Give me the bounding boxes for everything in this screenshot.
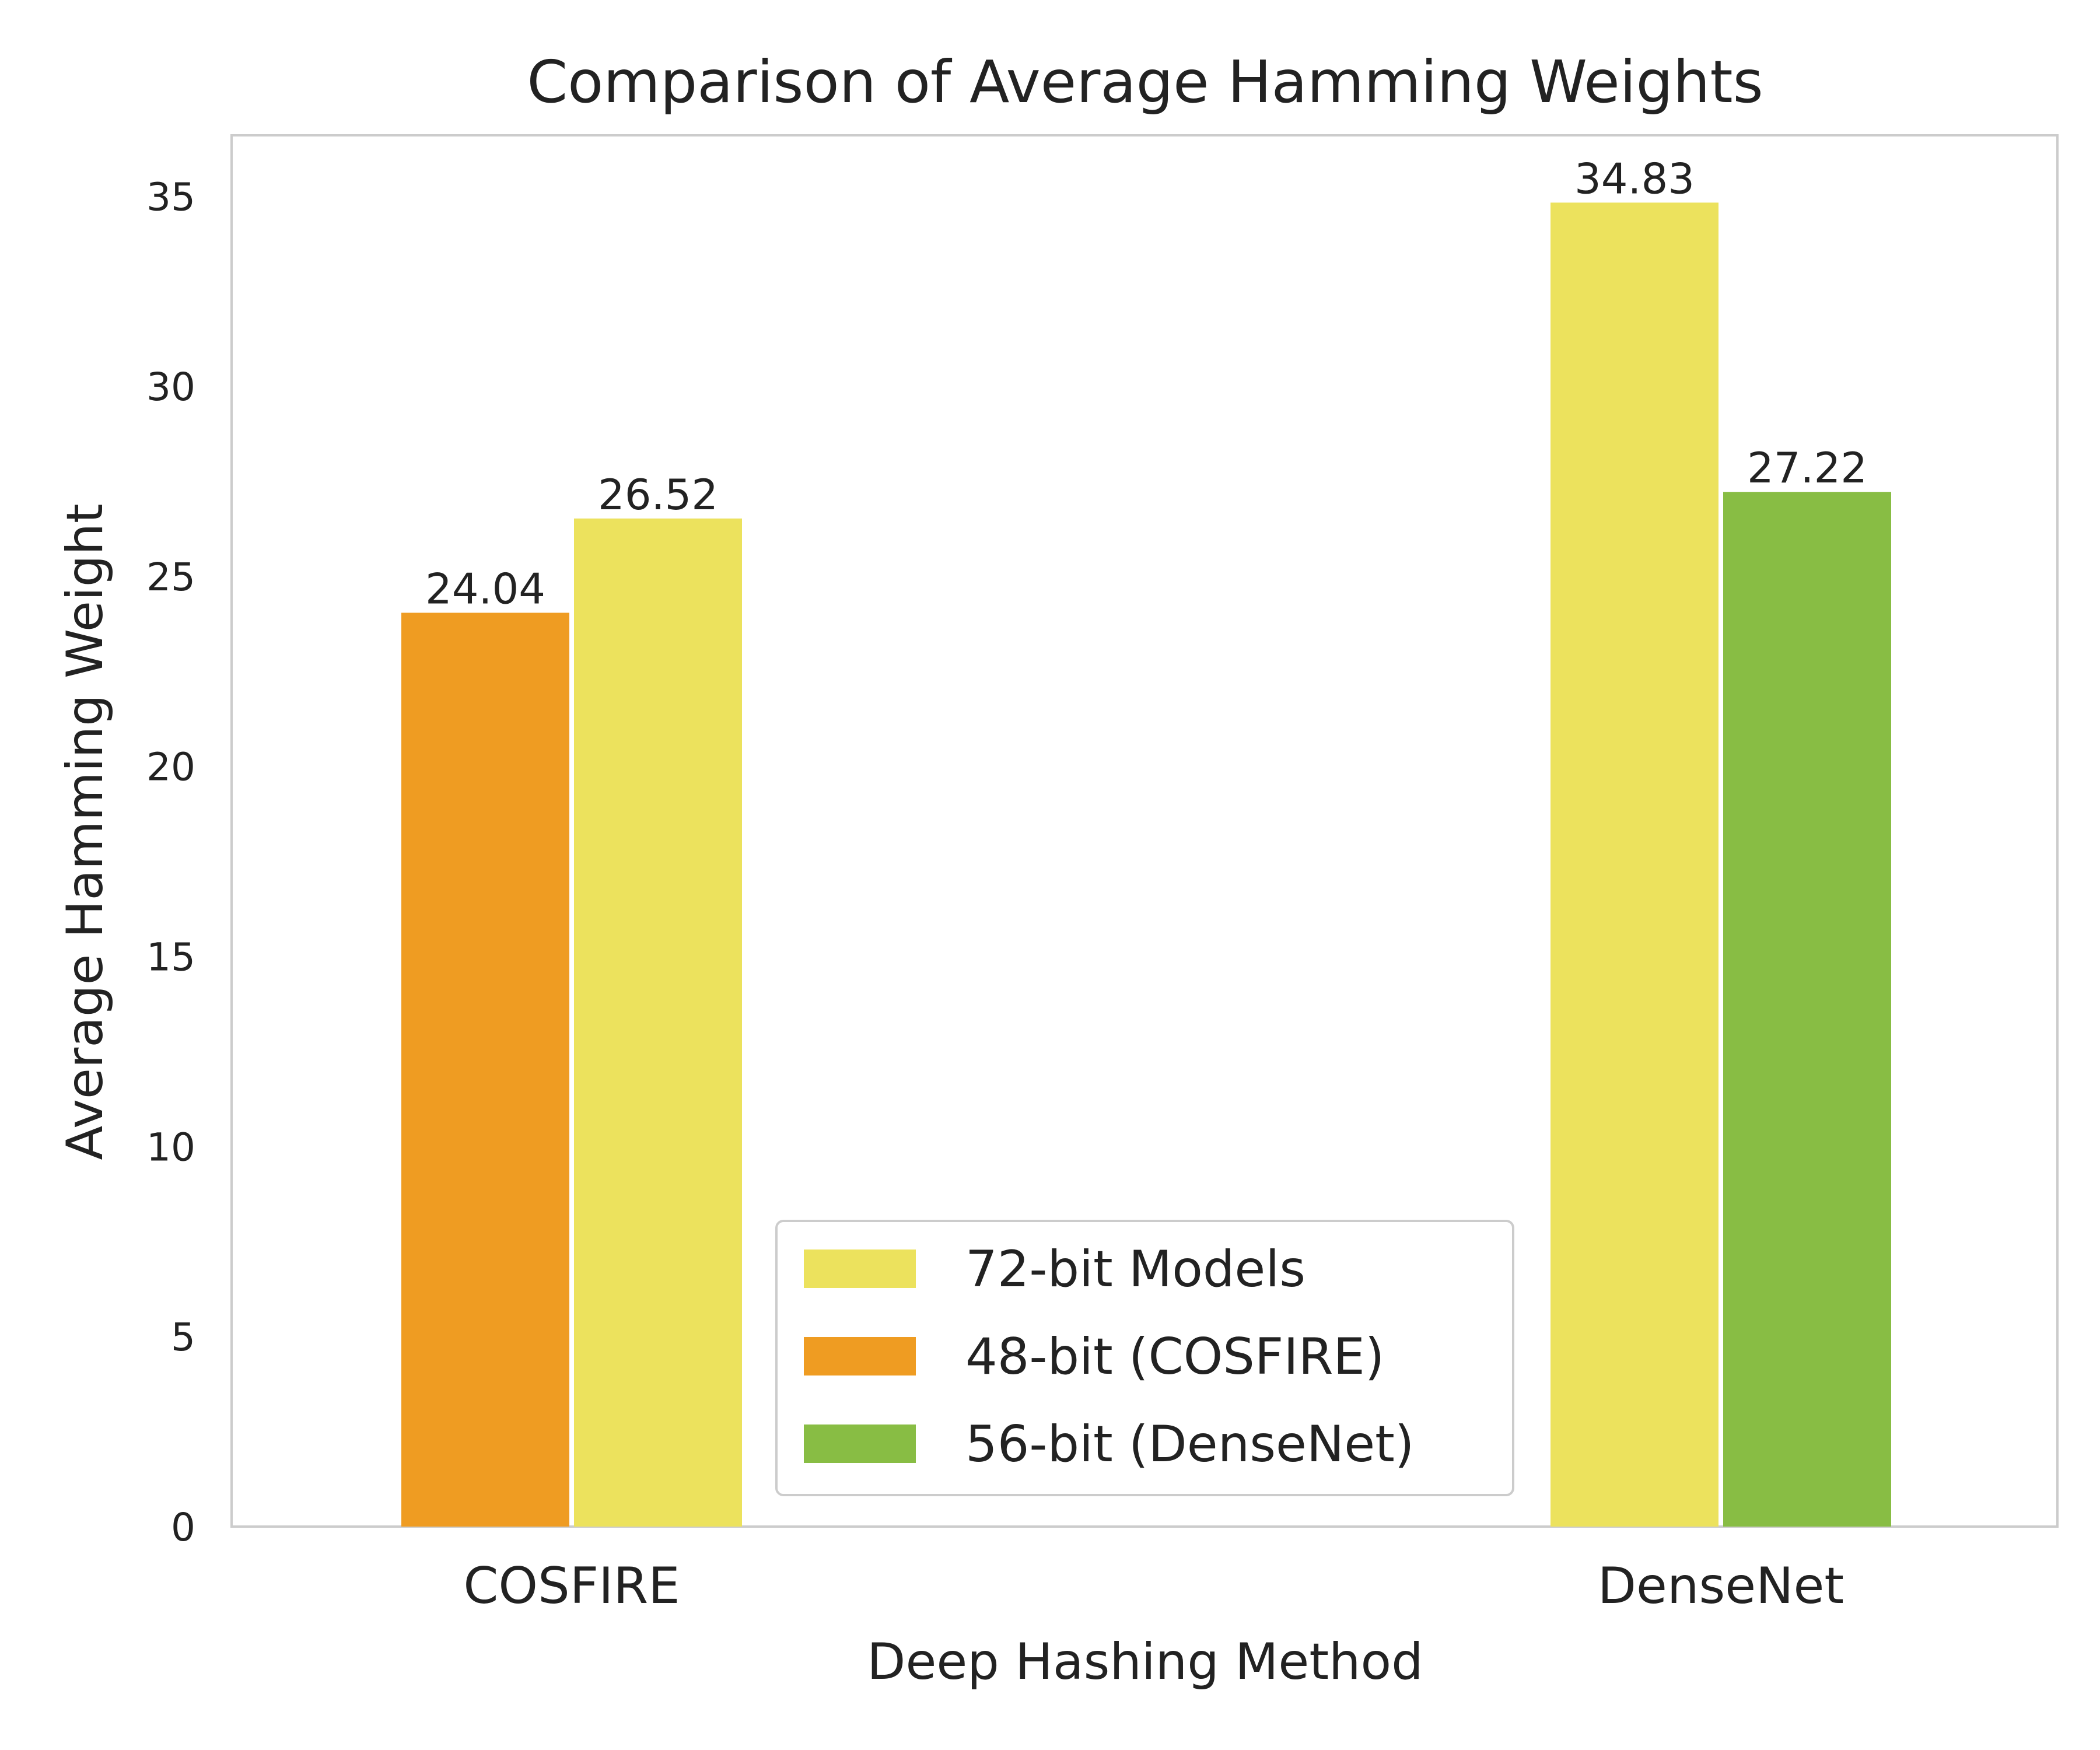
- bar-cosfire-0: [401, 612, 569, 1527]
- legend-item: 72-bit Models: [804, 1240, 1306, 1298]
- y-tick-label: 5: [171, 1315, 195, 1360]
- y-tick-label: 30: [146, 365, 195, 410]
- y-tick-label: 25: [146, 555, 195, 600]
- bar-value-label: 27.22: [1747, 443, 1867, 492]
- y-tick-label: 15: [146, 935, 195, 980]
- x-tick-label: DenseNet: [1598, 1557, 1844, 1615]
- bar-value-label: 24.04: [425, 564, 545, 613]
- legend-label: 72-bit Models: [965, 1240, 1306, 1298]
- legend-swatch: [804, 1424, 916, 1463]
- y-tick-label: 0: [171, 1505, 195, 1550]
- x-tick-label: COSFIRE: [463, 1557, 680, 1615]
- legend-label: 48-bit (COSFIRE): [965, 1328, 1384, 1386]
- x-axis-categories: COSFIRE DenseNet: [463, 1557, 1844, 1615]
- bar-densenet-0: [1550, 202, 1718, 1527]
- y-axis-ticks: 0 5 10 15 20 25 30 35: [146, 174, 195, 1550]
- bar-value-label: 26.52: [598, 470, 718, 519]
- y-tick-label: 35: [146, 174, 195, 219]
- chart-title: Comparison of Average Hamming Weights: [527, 48, 1763, 116]
- x-axis-label: Deep Hashing Method: [867, 1633, 1423, 1691]
- bar-value-label: 34.83: [1574, 154, 1695, 203]
- y-axis-label: Average Hamming Weight: [56, 503, 114, 1160]
- legend-frame: [775, 1220, 1514, 1496]
- legend-swatch: [804, 1337, 916, 1376]
- legend: 72-bit Models 48-bit (COSFIRE) 56-bit (Den…: [775, 1220, 1514, 1496]
- bar-cosfire-1: [574, 518, 742, 1527]
- plot-area: [230, 134, 2059, 1528]
- bars: [401, 202, 1891, 1527]
- legend-swatch: [804, 1250, 916, 1288]
- y-tick-label: 20: [146, 745, 195, 790]
- y-tick-label: 10: [146, 1125, 195, 1170]
- legend-label: 56-bit (DenseNet): [965, 1415, 1414, 1474]
- data-labels: 24.04 26.52 34.83 27.22: [425, 154, 1867, 613]
- legend-item: 48-bit (COSFIRE): [804, 1328, 1384, 1386]
- bar-densenet-1: [1723, 492, 1891, 1527]
- legend-item: 56-bit (DenseNet): [804, 1415, 1414, 1474]
